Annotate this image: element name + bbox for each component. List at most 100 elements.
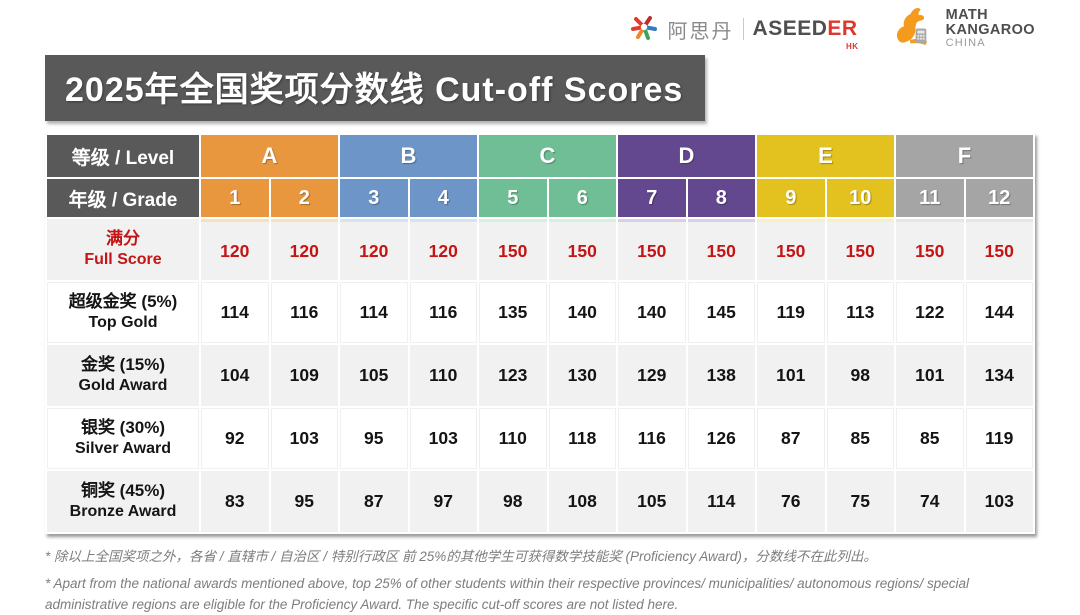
row-label-en: Top Gold [88, 314, 158, 332]
grade-corner-label: 年级 / Grade [47, 179, 199, 217]
score-cell: 118 [548, 408, 616, 469]
score-cell: 74 [896, 471, 964, 532]
grade-header-5: 5 [479, 179, 547, 217]
score-cell: 150 [548, 219, 616, 280]
score-cell: 150 [479, 219, 547, 280]
row-label-cn: 超级金奖 (5%) [68, 292, 178, 312]
footnote-en: * Apart from the national awards mention… [45, 576, 970, 612]
grade-header-9: 9 [757, 179, 825, 217]
grade-header-3: 3 [340, 179, 408, 217]
score-cell: 116 [618, 408, 686, 469]
score-cell: 97 [409, 471, 477, 532]
score-cell: 123 [479, 345, 547, 406]
row-label: 铜奖 (45%) Bronze Award [47, 471, 199, 532]
score-cell: 120 [409, 219, 477, 280]
footnote-cn: * 除以上全国奖项之外，各省 / 直辖市 / 自治区 / 特别行政区 前 25%… [45, 549, 877, 564]
score-cell: 108 [548, 471, 616, 532]
score-cell: 92 [201, 408, 269, 469]
score-cell: 114 [201, 282, 269, 343]
score-cell: 103 [409, 408, 477, 469]
grade-header-12: 12 [965, 179, 1033, 217]
score-cell: 120 [201, 219, 269, 280]
score-cell: 130 [548, 345, 616, 406]
row-label-en: Gold Award [78, 377, 168, 395]
row-label-cn: 铜奖 (45%) [80, 481, 166, 501]
score-cell: 150 [826, 219, 894, 280]
math-kangaroo-logo: MATH KANGAROO CHINA [894, 5, 1035, 54]
score-cell: 109 [270, 345, 338, 406]
score-cell: 120 [340, 219, 408, 280]
kangaroo-icon [894, 5, 940, 54]
cutoff-scores-table: 等级 / Level A B C D E F 年级 / Grade 1 2 3 4 5 6 7 8 9 10 11 1… [45, 133, 1035, 534]
score-cell: 105 [618, 471, 686, 532]
row-label: 满分 Full Score [47, 219, 199, 280]
level-header-f: F [896, 135, 1033, 177]
score-cell: 126 [687, 408, 755, 469]
score-cell: 83 [201, 471, 269, 532]
aseeder-star-icon [629, 12, 659, 47]
score-cell: 150 [757, 219, 825, 280]
score-cell: 95 [340, 408, 408, 469]
table-row: 铜奖 (45%) Bronze Award 83 95 87 97 98 108 105 114 7… [47, 471, 1033, 532]
score-cell: 87 [340, 471, 408, 532]
level-grade-corner-label: 等级 / Level [47, 135, 199, 177]
grade-header-1: 1 [201, 179, 269, 217]
score-cell: 119 [757, 282, 825, 343]
table-row: 金奖 (15%) Gold Award 104 109 105 110 123 130 129 1… [47, 345, 1033, 406]
aseeder-logo: 阿思丹 ASEEDER HK [629, 12, 858, 51]
grade-header-10: 10 [826, 179, 894, 217]
score-cell: 110 [479, 408, 547, 469]
row-label-en: Silver Award [74, 440, 172, 458]
row-label-cn: 银奖 (30%) [80, 418, 166, 438]
grade-header-4: 4 [409, 179, 477, 217]
row-label-en: Full Score [84, 251, 162, 269]
score-cell: 129 [618, 345, 686, 406]
score-cell: 150 [687, 219, 755, 280]
score-cell: 101 [757, 345, 825, 406]
logo-divider [742, 18, 744, 40]
grade-header-7: 7 [618, 179, 686, 217]
score-cell: 114 [340, 282, 408, 343]
score-cell: 150 [618, 219, 686, 280]
aseeder-en-red: ER [827, 17, 858, 40]
footnotes: * 除以上全国奖项之外，各省 / 直辖市 / 自治区 / 特别行政区 前 25%… [45, 547, 1035, 615]
score-cell: 98 [826, 345, 894, 406]
aseeder-cn-name: 阿思丹 [667, 20, 734, 43]
score-cell: 95 [270, 471, 338, 532]
score-cell: 105 [340, 345, 408, 406]
grade-header-2: 2 [270, 179, 338, 217]
score-cell: 119 [965, 408, 1033, 469]
score-cell: 145 [687, 282, 755, 343]
top-logo-bar: 阿思丹 ASEEDER HK MATH KANGAROO [45, 6, 1035, 52]
score-cell: 85 [826, 408, 894, 469]
grade-header-row: 年级 / Grade 1 2 3 4 5 6 7 8 9 10 11 12 [47, 179, 1033, 217]
score-cell: 85 [896, 408, 964, 469]
score-cell: 104 [201, 345, 269, 406]
grade-header-11: 11 [896, 179, 964, 217]
score-cell: 150 [896, 219, 964, 280]
grade-header-8: 8 [687, 179, 755, 217]
score-cell: 116 [409, 282, 477, 343]
score-cell: 135 [479, 282, 547, 343]
level-header-e: E [757, 135, 894, 177]
mk-line1: MATH [945, 7, 988, 23]
row-label: 金奖 (15%) Gold Award [47, 345, 199, 406]
score-cell: 140 [618, 282, 686, 343]
score-cell: 110 [409, 345, 477, 406]
aseeder-en-dark: ASEED [752, 17, 828, 40]
score-cell: 113 [826, 282, 894, 343]
table-row: 银奖 (30%) Silver Award 92 103 95 103 110 118 116 1… [47, 408, 1033, 469]
row-label-cn: 满分 [106, 229, 140, 249]
mk-line2: KANGAROO [945, 22, 1035, 39]
score-cell: 140 [548, 282, 616, 343]
score-cell: 122 [896, 282, 964, 343]
level-header-d: D [618, 135, 755, 177]
score-cell: 103 [270, 408, 338, 469]
level-header-c: C [479, 135, 616, 177]
score-cell: 144 [965, 282, 1033, 343]
score-cell: 114 [687, 471, 755, 532]
score-cell: 98 [479, 471, 547, 532]
level-header-a: A [201, 135, 338, 177]
aseeder-region-label: HK [846, 42, 859, 51]
